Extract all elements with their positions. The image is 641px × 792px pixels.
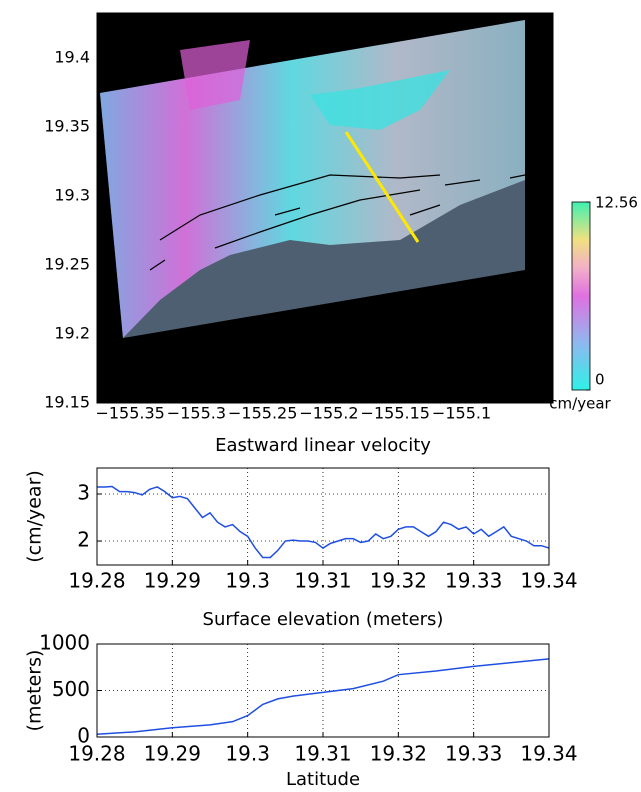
- y-tick-label: 19.15: [44, 393, 90, 412]
- fault: [409, 204, 441, 216]
- y-tick-label: 500: [52, 677, 90, 701]
- x-tick-label: 19.3: [225, 569, 270, 593]
- x-tick-label: 19.28: [68, 569, 125, 593]
- y-axis-label: (meters): [24, 650, 46, 732]
- colorbar-label: cm/year: [549, 395, 611, 413]
- faults: [149, 174, 526, 271]
- uplift-zone: [180, 40, 250, 110]
- fault: [214, 189, 421, 249]
- y-tick-label: 19.3: [54, 185, 90, 204]
- y-tick-label: 19.35: [44, 116, 90, 135]
- x-tick-label: 19.33: [445, 742, 502, 766]
- fault: [159, 174, 441, 241]
- fault: [274, 207, 301, 216]
- x-tick-label: 19.28: [68, 742, 125, 766]
- chart-title: Surface elevation (meters): [203, 609, 444, 630]
- y-tick-label: 19.25: [44, 254, 90, 273]
- data-line: [97, 485, 550, 559]
- profile-line: [344, 131, 420, 243]
- x-tick-label: 19.3: [225, 742, 270, 766]
- x-tick-label: 19.31: [294, 742, 351, 766]
- x-tick-label: −155.1: [432, 404, 491, 423]
- x-tick-label: 19.29: [144, 742, 201, 766]
- x-tick-label: −155.2: [299, 404, 358, 423]
- x-tick-label: 19.34: [520, 742, 577, 766]
- y-tick-label: 2: [77, 528, 90, 552]
- x-tick-label: 19.34: [520, 569, 577, 593]
- x-tick-label: −155.3: [167, 404, 226, 423]
- x-tick-label: 19.32: [370, 569, 427, 593]
- fault: [444, 179, 481, 186]
- x-tick-label: 19.32: [370, 742, 427, 766]
- colorbar-tick-label: 12.56: [595, 194, 638, 212]
- x-tick-label: −155.35: [95, 404, 164, 423]
- map: [97, 13, 553, 403]
- x-tick-label: 19.29: [144, 569, 201, 593]
- plot-frame: [96, 643, 550, 738]
- fault: [509, 174, 526, 179]
- y-tick-label: 19.2: [54, 323, 90, 342]
- x-tick-label: −155.25: [228, 404, 297, 423]
- y-tick-label: 0: [77, 724, 90, 748]
- x-tick-label: 19.33: [445, 569, 502, 593]
- plot-frame: [96, 12, 554, 404]
- colorbar: [571, 201, 591, 391]
- chart-title: Eastward linear velocity: [215, 435, 431, 456]
- lava-flow: [310, 70, 450, 130]
- y-tick-label: 1000: [39, 631, 90, 655]
- fault: [149, 259, 166, 271]
- x-axis-label: Latitude: [286, 769, 360, 790]
- y-tick-label: 19.4: [54, 47, 90, 66]
- y-tick-label: 3: [77, 481, 90, 505]
- colorbar-tick-label: 0: [595, 371, 605, 389]
- plot-frame: [96, 467, 550, 566]
- x-tick-label: 19.31: [294, 569, 351, 593]
- x-tick-label: −155.15: [361, 404, 430, 423]
- data-line: [96, 658, 550, 735]
- y-axis-label: (cm/year): [24, 470, 46, 563]
